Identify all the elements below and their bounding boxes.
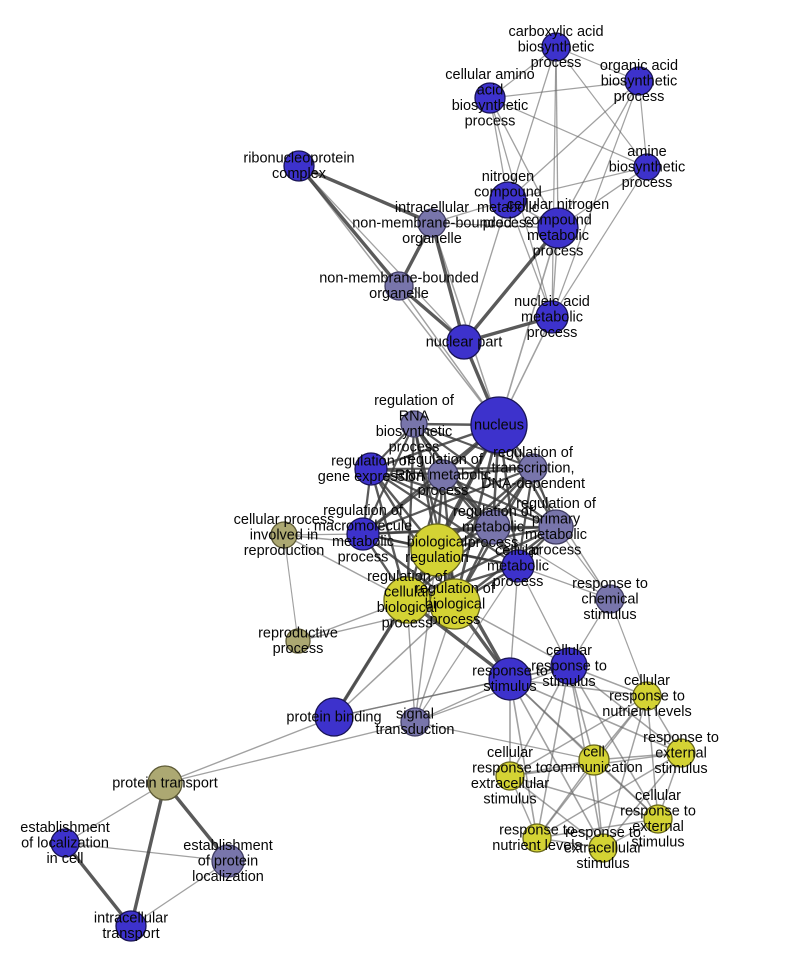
svg-text:nucleus: nucleus bbox=[474, 417, 524, 433]
svg-text:protein transport: protein transport bbox=[112, 775, 218, 791]
svg-text:nuclear part: nuclear part bbox=[426, 334, 503, 350]
svg-text:protein binding: protein binding bbox=[286, 709, 381, 725]
